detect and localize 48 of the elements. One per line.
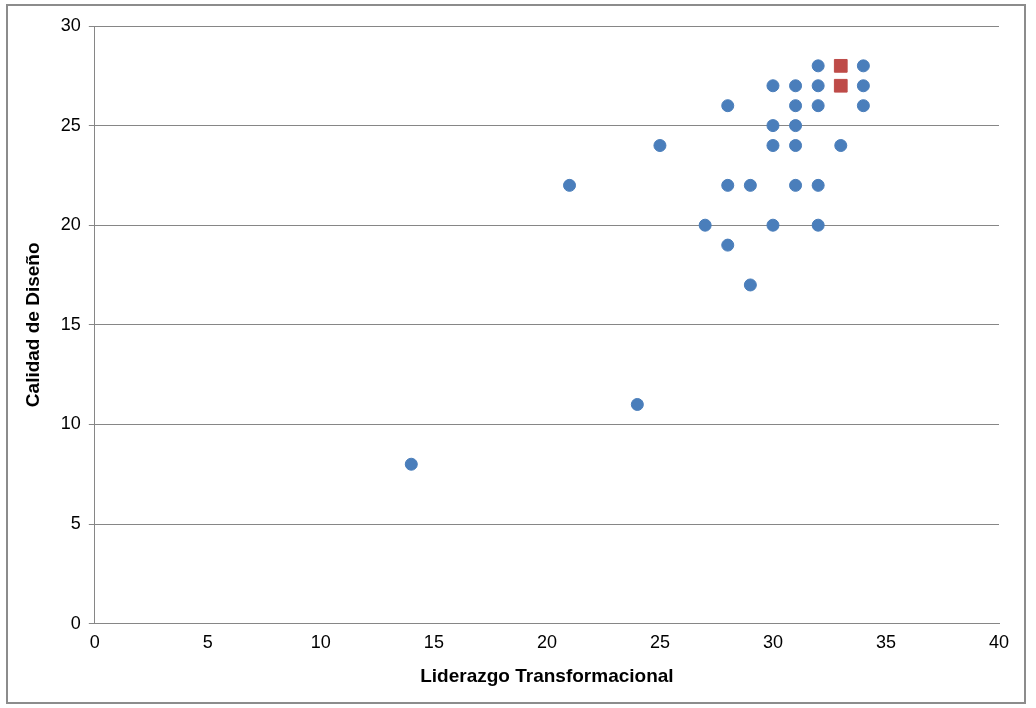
point	[811, 178, 825, 192]
x-tick-label: 40	[988, 632, 1010, 653]
point	[766, 79, 780, 93]
point	[833, 58, 848, 73]
point	[630, 397, 644, 411]
point	[856, 59, 870, 73]
x-tick-label: 15	[423, 632, 444, 653]
x-tick-label: 25	[649, 632, 670, 653]
y-tick-label: 15	[60, 313, 81, 334]
point	[789, 99, 803, 113]
point	[766, 218, 780, 232]
point	[833, 78, 848, 93]
y-tick-label: 30	[60, 14, 81, 35]
point	[789, 139, 803, 153]
point	[653, 139, 667, 153]
x-tick-label: 5	[202, 632, 213, 653]
point	[856, 79, 870, 93]
point	[404, 457, 418, 471]
y-axis-title: Calidad de Diseño	[21, 242, 43, 408]
y-tick-label: 20	[60, 214, 81, 235]
x-tick-label: 30	[762, 632, 783, 653]
point	[721, 99, 735, 113]
point	[856, 99, 870, 113]
x-tick-label: 0	[89, 632, 100, 653]
point	[698, 218, 712, 232]
point	[811, 99, 825, 113]
point	[789, 79, 803, 93]
x-tick-label: 20	[536, 632, 557, 653]
y-tick-label: 0	[70, 612, 81, 633]
x-tick-label: 10	[310, 632, 331, 653]
point	[811, 79, 825, 93]
point	[743, 278, 757, 292]
point	[563, 178, 577, 192]
y-tick-label: 5	[70, 512, 81, 533]
y-tick-label: 10	[60, 413, 81, 434]
point	[789, 119, 803, 133]
point	[811, 59, 825, 73]
point	[834, 139, 848, 153]
point	[766, 119, 780, 133]
point	[721, 238, 735, 252]
x-axis-title: Liderazgo Transformacional	[420, 664, 674, 686]
point	[743, 178, 757, 192]
point	[721, 178, 735, 192]
point	[811, 218, 825, 232]
point	[766, 139, 780, 153]
y-tick-label: 25	[60, 114, 81, 135]
point	[789, 178, 803, 192]
x-tick-label: 35	[875, 632, 896, 653]
